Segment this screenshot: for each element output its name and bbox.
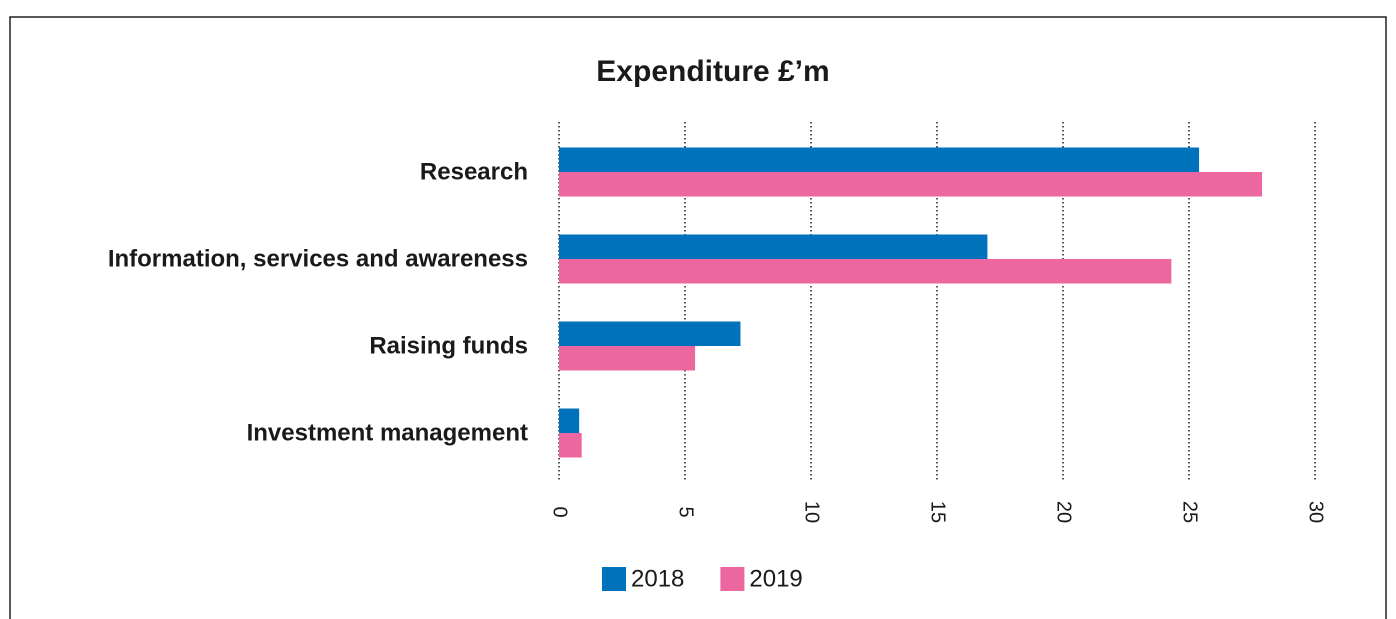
x-tick-label: 20	[1053, 501, 1075, 523]
x-tick-label: 0	[549, 506, 571, 517]
bar	[559, 147, 1200, 172]
bar	[559, 259, 1172, 284]
chart-title: Expenditure £’m	[596, 55, 829, 88]
y-tick-label: Information, services and awareness	[108, 245, 528, 272]
legend-label: 2018	[631, 565, 684, 592]
x-tick-label: 25	[1179, 501, 1201, 523]
frame	[9, 16, 1387, 619]
bar	[559, 408, 580, 433]
legend-label: 2019	[749, 565, 802, 592]
y-tick-label: Research	[420, 158, 528, 185]
bar	[559, 172, 1263, 197]
bar	[559, 346, 696, 371]
x-tick-label: 30	[1305, 501, 1327, 523]
y-tick-label: Raising funds	[369, 332, 528, 359]
x-tick-label: 10	[801, 501, 823, 523]
bar	[559, 321, 741, 346]
x-tick-label: 5	[675, 506, 697, 517]
y-tick-label: Investment management	[247, 419, 528, 446]
bar	[559, 234, 988, 259]
legend-swatch	[720, 567, 745, 591]
x-tick-label: 15	[927, 501, 949, 523]
legend-swatch	[602, 567, 626, 591]
bar	[559, 433, 582, 458]
